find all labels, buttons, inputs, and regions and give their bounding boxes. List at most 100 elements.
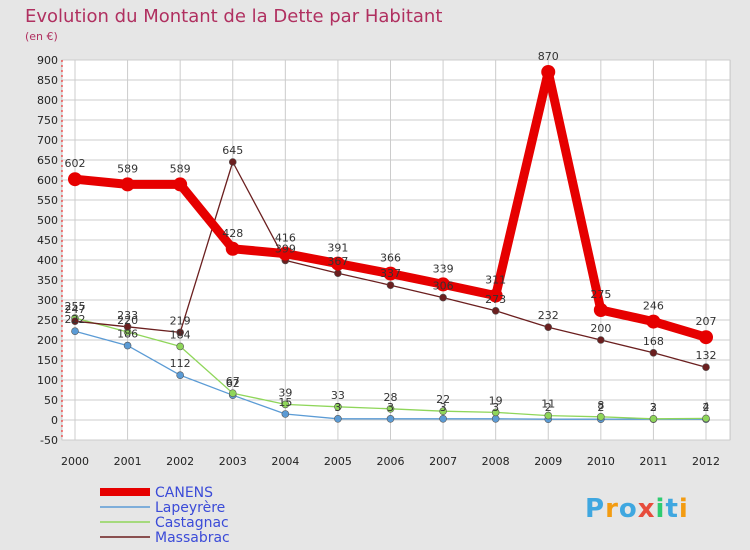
- data-label: 3: [492, 401, 499, 414]
- data-point: [281, 400, 290, 409]
- data-label: 275: [590, 288, 611, 301]
- data-point: [123, 341, 132, 350]
- data-label: 589: [117, 162, 138, 175]
- data-label: 22: [436, 393, 450, 406]
- data-point: [597, 412, 605, 421]
- data-point: [71, 317, 79, 326]
- y-axis: -50 0 50 100 150 200 250 300 350 400 450 500 550 600 6…: [37, 54, 63, 447]
- data-point: [228, 158, 237, 166]
- data-label: 589: [170, 162, 191, 175]
- data-point: [228, 389, 237, 398]
- data-label: 339: [433, 262, 454, 275]
- data-point: [123, 322, 132, 331]
- data-label: 219: [170, 314, 191, 327]
- data-label: 255: [65, 300, 86, 313]
- y-tick-label: 50: [44, 394, 58, 407]
- data-label: 33: [331, 389, 345, 402]
- data-point: [439, 293, 447, 302]
- series-canens: [68, 65, 713, 345]
- legend-label: Massabrac: [155, 530, 230, 546]
- y-tick-label: -50: [40, 434, 58, 447]
- x-tick-label: 2010: [587, 455, 615, 468]
- data-label: 3: [650, 401, 657, 414]
- y-tick-label: 500: [37, 214, 58, 227]
- data-label: 233: [117, 309, 138, 322]
- y-tick-label: 700: [37, 134, 58, 147]
- y-tick-label: 650: [37, 154, 58, 167]
- logo-letter: r: [605, 494, 619, 524]
- data-label: 200: [590, 322, 611, 335]
- data-point: [649, 414, 658, 423]
- x-tick-label: 2005: [324, 455, 352, 468]
- x-tick-label: 2002: [166, 455, 194, 468]
- data-point: [225, 241, 240, 256]
- data-label: 602: [65, 157, 86, 170]
- legend-item-massabrac: Massabrac: [100, 530, 230, 546]
- data-label: 2: [545, 401, 552, 414]
- data-label: 870: [538, 50, 559, 63]
- y-tick-label: 800: [37, 94, 58, 107]
- data-label: 186: [117, 328, 138, 341]
- data-point: [436, 277, 451, 292]
- data-label: 4: [703, 400, 710, 413]
- data-point: [334, 402, 342, 411]
- data-label: 246: [643, 300, 664, 313]
- series-castagnac: [71, 314, 710, 423]
- y-tick-label: 350: [37, 274, 58, 287]
- data-label: 19: [489, 394, 503, 407]
- data-point: [176, 342, 184, 351]
- data-label: 2: [703, 401, 710, 414]
- data-label: 645: [222, 144, 243, 157]
- data-label: 28: [384, 391, 398, 404]
- data-label: 39: [278, 386, 292, 399]
- data-point: [439, 414, 447, 423]
- data-label: 168: [643, 335, 664, 348]
- legend-item-canens: CANENS: [100, 485, 213, 501]
- chart-title: Evolution du Montant de la Dette par Hab…: [25, 6, 442, 27]
- y-tick-label: 400: [37, 254, 58, 267]
- legend-label: Lapeyrère: [155, 500, 225, 516]
- y-tick-label: 750: [37, 114, 58, 127]
- data-label: 8: [597, 399, 604, 412]
- y-tick-label: 900: [37, 54, 58, 67]
- logo-letter: x: [638, 494, 656, 524]
- data-label: 428: [222, 227, 243, 240]
- y-tick-label: 550: [37, 194, 58, 207]
- series-group: [68, 65, 713, 424]
- data-label: 366: [380, 252, 401, 265]
- data-label: 3: [334, 401, 341, 414]
- series-massabrac: [71, 158, 710, 372]
- data-label: 337: [380, 267, 401, 280]
- data-point: [386, 281, 395, 290]
- data-label: 2: [650, 401, 657, 414]
- data-label: 306: [433, 280, 454, 293]
- data-point: [491, 408, 500, 417]
- logo-letter: o: [619, 494, 638, 524]
- data-point: [439, 407, 447, 416]
- data-point: [68, 172, 82, 187]
- data-label: 3: [387, 401, 394, 414]
- logo-letter: P: [585, 494, 605, 524]
- x-tick-label: 2009: [534, 455, 562, 468]
- data-point: [334, 269, 342, 278]
- data-point: [71, 327, 79, 336]
- x-tick-label: 2007: [429, 455, 457, 468]
- data-label: 232: [538, 309, 559, 322]
- legend-label: Castagnac: [155, 515, 229, 531]
- data-point: [176, 328, 184, 337]
- data-point: [646, 314, 661, 329]
- data-label: 2: [597, 401, 604, 414]
- data-label: 222: [65, 313, 86, 326]
- data-point: [597, 336, 605, 344]
- proxiti-logo: Proxiti: [585, 494, 688, 524]
- y-tick-label: 450: [37, 234, 58, 247]
- x-tick-label: 2008: [482, 455, 510, 468]
- data-label: 399: [275, 242, 296, 255]
- data-point: [488, 288, 503, 303]
- logo-letter: t: [665, 494, 678, 524]
- data-label: 207: [696, 315, 717, 328]
- x-tick-label: 2000: [61, 455, 89, 468]
- data-label: 273: [485, 293, 506, 306]
- data-point: [173, 177, 188, 192]
